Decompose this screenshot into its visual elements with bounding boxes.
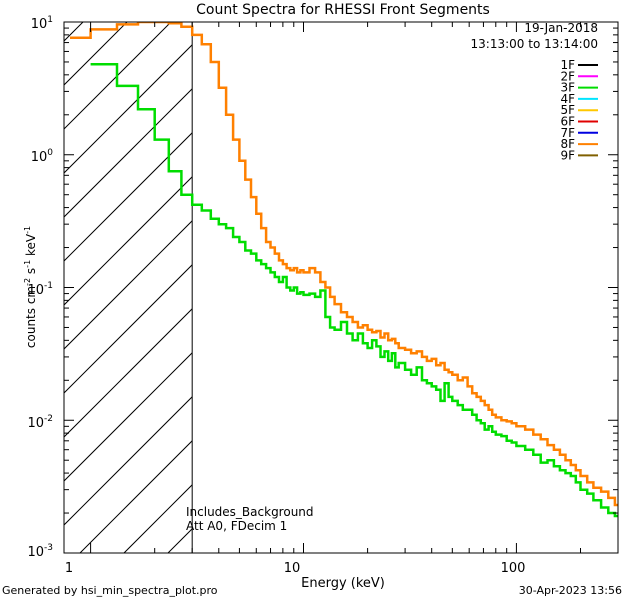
hatch-lines (64, 22, 193, 553)
legend-label-3f: 3F (560, 81, 575, 95)
x-tick-label-100: 100 (501, 561, 526, 576)
x-axis-label: Energy (keV) (301, 576, 385, 591)
x-tick-label-10: 10 (284, 561, 301, 576)
annotation-background: Includes_Background (186, 505, 314, 519)
legend-label-4f: 4F (560, 92, 575, 106)
legend-label-7f: 7F (560, 126, 575, 140)
svg-text:10-3: 10-3 (27, 543, 53, 560)
y-axis-label: counts cm-2 s-1 keV-1 (23, 226, 38, 348)
legend-label-8f: 8F (560, 137, 575, 151)
chart-title: Count Spectra for RHESSI Front Segments (196, 2, 490, 18)
date-label: 19-Jan-2018 (524, 21, 598, 35)
hatched-region (64, 22, 193, 553)
legend-label-6f: 6F (560, 115, 575, 129)
axis-ticks (64, 21, 619, 554)
svg-text:10-2: 10-2 (27, 414, 53, 431)
series-8f (70, 22, 618, 507)
svg-text:counts cm-2 s-1 keV-1: counts cm-2 s-1 keV-1 (23, 226, 38, 348)
y-tick-label-1e-3: 10-3 (27, 543, 53, 560)
footer-timestamp: 30-Apr-2023 13:56 (519, 584, 622, 597)
legend-label-1f: 1F (560, 58, 575, 72)
series-group (70, 22, 618, 518)
plot-frame (63, 21, 619, 554)
footer-generated-by: Generated by hsi_min_spectra_plot.pro (2, 584, 218, 597)
legend-label-5f: 5F (560, 103, 575, 117)
svg-text:101: 101 (31, 15, 53, 32)
time-range-label: 13:13:00 to 13:14:00 (471, 37, 598, 51)
legend-label-2f: 2F (560, 69, 575, 83)
series-3f (90, 63, 618, 518)
x-tick-label-1: 1 (65, 561, 73, 576)
svg-text:10-1: 10-1 (27, 281, 53, 298)
y-tick-label-1e-1: 10-1 (27, 281, 53, 298)
y-tick-label-1e-2: 10-2 (27, 414, 53, 431)
y-tick-label-1e0: 100 (31, 148, 54, 165)
svg-text:100: 100 (31, 148, 54, 165)
legend-label-9f: 9F (560, 148, 575, 162)
annotation-attenuator: Att A0, FDecim 1 (186, 519, 287, 533)
y-tick-label-1e1: 101 (31, 15, 53, 32)
